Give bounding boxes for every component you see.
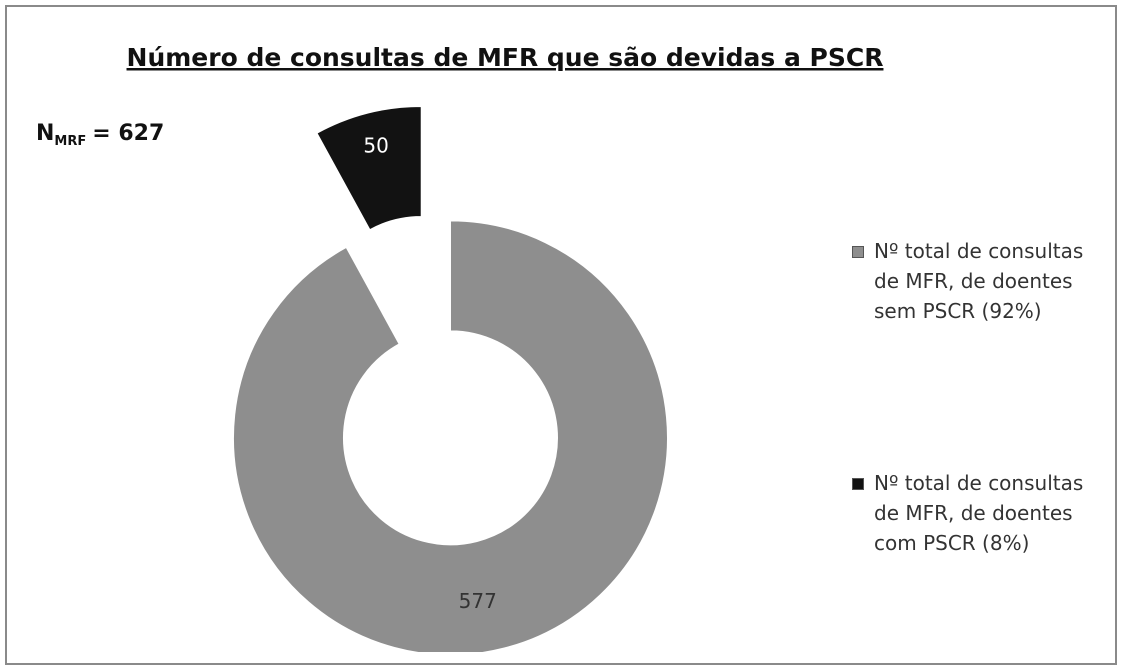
legend-swatch (852, 246, 864, 258)
pie-slice (316, 105, 422, 231)
annotation-text: N (36, 121, 54, 146)
annotation-suffix: = 627 (92, 121, 164, 146)
data-label: 577 (459, 589, 497, 613)
annotation-subscript: MRF (54, 134, 86, 149)
annotation: NMRF = 627 (36, 121, 164, 149)
legend-label: Nº total de consultas de MFR, de doentes… (874, 239, 1084, 323)
data-label: 50 (363, 134, 388, 158)
pie-slice (232, 220, 668, 652)
legend-label: Nº total de consultas de MFR, de doentes… (874, 471, 1084, 555)
legend-item: Nº total de consultas de MFR, de doentes… (852, 468, 1112, 558)
chart-title: Número de consultas de MFR que são devid… (127, 43, 884, 72)
legend-item: Nº total de consultas de MFR, de doentes… (852, 236, 1112, 326)
legend-swatch (852, 478, 864, 490)
